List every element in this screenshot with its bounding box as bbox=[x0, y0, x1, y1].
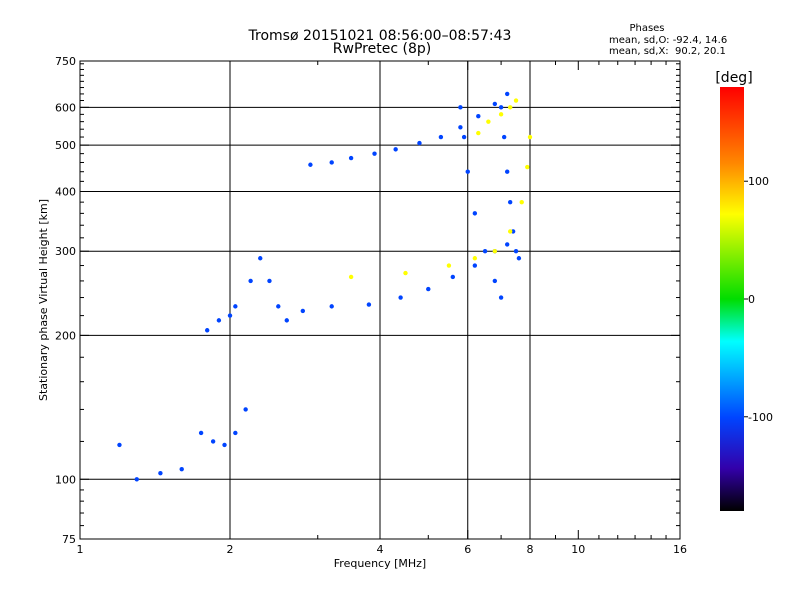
data-point bbox=[504, 169, 510, 174]
data-point bbox=[504, 242, 510, 247]
data-point bbox=[372, 151, 377, 156]
data-point bbox=[216, 318, 222, 323]
x-tick-label: 8 bbox=[527, 543, 534, 556]
data-point bbox=[308, 162, 313, 167]
x-tick-label: 16 bbox=[673, 543, 687, 556]
data-point bbox=[329, 160, 334, 165]
data-point bbox=[513, 249, 519, 254]
data-point bbox=[476, 113, 481, 119]
colorbar: [deg] 100 0 -100 bbox=[715, 70, 773, 511]
data-point bbox=[348, 274, 354, 280]
data-point bbox=[329, 304, 334, 309]
y-axis-label: Stationary phase Virtual Height [km] bbox=[37, 199, 50, 401]
data-point bbox=[134, 477, 139, 482]
y-tick-label: 600 bbox=[55, 101, 76, 114]
data-point bbox=[284, 318, 289, 323]
data-point bbox=[417, 140, 422, 146]
y-tick-label: 200 bbox=[55, 329, 76, 342]
colorbar-ticks: 100 0 -100 bbox=[744, 175, 773, 424]
x-axis-label: Frequency [MHz] bbox=[334, 557, 426, 570]
data-point bbox=[276, 304, 281, 309]
x-tick-label: 4 bbox=[377, 543, 384, 556]
data-point bbox=[516, 256, 522, 261]
data-point bbox=[504, 91, 510, 97]
data-point bbox=[501, 134, 507, 140]
stats-o-line: mean, sd,O: -92.4, 14.6 bbox=[609, 35, 727, 46]
data-point bbox=[426, 286, 431, 292]
axis-ticks: 1 2 4 6 8 10 16 75 100 200 300 400 500 600 750 bbox=[55, 55, 687, 556]
data-point bbox=[258, 256, 263, 261]
data-point bbox=[476, 130, 481, 136]
colorbar-tick-label: 100 bbox=[748, 175, 769, 188]
stats-x-line: mean, sd,X: 90.2, 20.1 bbox=[609, 46, 726, 57]
data-points bbox=[117, 91, 533, 482]
data-point bbox=[204, 328, 210, 333]
data-point bbox=[525, 164, 530, 170]
data-point bbox=[498, 105, 504, 110]
data-point bbox=[393, 147, 398, 152]
data-point bbox=[446, 263, 452, 268]
chart-title: Tromsø 20151021 08:56:00–08:57:43 bbox=[248, 28, 512, 44]
x-tick-label: 10 bbox=[571, 543, 585, 556]
y-tick-label: 400 bbox=[55, 185, 76, 198]
data-point bbox=[513, 98, 519, 103]
data-point bbox=[472, 256, 478, 261]
colorbar-label: [deg] bbox=[715, 70, 752, 86]
plot-area: 1 2 4 6 8 10 16 75 100 200 300 400 500 600 750 bbox=[55, 55, 687, 556]
data-point bbox=[482, 249, 488, 254]
x-tick-label: 2 bbox=[227, 543, 234, 556]
data-point bbox=[472, 211, 478, 216]
data-point bbox=[300, 308, 306, 314]
data-point bbox=[243, 407, 248, 412]
x-tick-label: 1 bbox=[77, 543, 84, 556]
data-point bbox=[498, 295, 504, 300]
data-point bbox=[233, 304, 238, 309]
data-point bbox=[222, 442, 227, 448]
data-point bbox=[198, 430, 204, 436]
y-tick-label: 300 bbox=[55, 245, 76, 258]
data-point bbox=[507, 199, 513, 205]
colorbar-gradient bbox=[720, 87, 744, 511]
data-point bbox=[267, 278, 272, 284]
data-point bbox=[507, 229, 513, 234]
data-point bbox=[233, 430, 238, 436]
data-point bbox=[366, 302, 372, 307]
x-tick-label: 6 bbox=[464, 543, 471, 556]
data-point bbox=[465, 169, 470, 174]
gridlines bbox=[80, 61, 680, 539]
data-point bbox=[507, 105, 513, 110]
data-point bbox=[179, 466, 184, 472]
data-point bbox=[492, 101, 498, 107]
data-point bbox=[492, 249, 498, 254]
stats-heading: Phases bbox=[629, 23, 664, 34]
data-point bbox=[492, 278, 498, 284]
data-point bbox=[498, 112, 504, 117]
data-point bbox=[461, 134, 467, 140]
data-point bbox=[398, 295, 403, 300]
colorbar-tick-label: 0 bbox=[748, 293, 755, 306]
data-point bbox=[519, 199, 524, 205]
y-tick-label: 75 bbox=[62, 533, 76, 546]
data-point bbox=[458, 105, 463, 110]
data-point bbox=[458, 125, 463, 130]
data-point bbox=[450, 274, 456, 280]
data-point bbox=[438, 134, 444, 140]
y-tick-label: 750 bbox=[55, 55, 76, 68]
data-point bbox=[403, 270, 408, 276]
colorbar-tick-label: -100 bbox=[748, 411, 773, 424]
y-tick-label: 500 bbox=[55, 139, 76, 152]
data-point bbox=[348, 155, 354, 161]
chart-subtitle: RwPretec (8p) bbox=[333, 41, 431, 57]
data-point bbox=[210, 439, 216, 444]
data-point bbox=[227, 313, 233, 318]
data-point bbox=[486, 119, 491, 124]
data-point bbox=[248, 278, 253, 284]
data-point bbox=[527, 134, 533, 140]
data-point bbox=[117, 442, 122, 448]
y-tick-label: 100 bbox=[55, 473, 76, 486]
data-point bbox=[472, 263, 478, 268]
data-point bbox=[158, 470, 163, 476]
